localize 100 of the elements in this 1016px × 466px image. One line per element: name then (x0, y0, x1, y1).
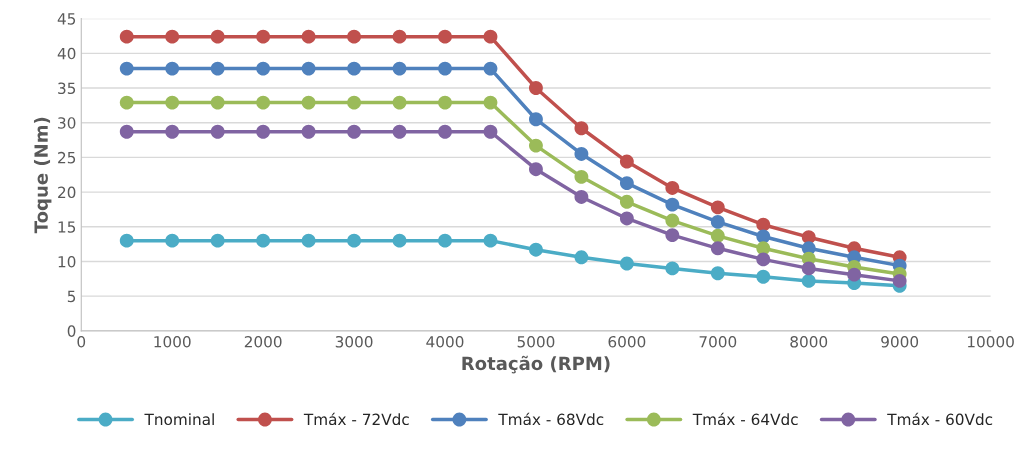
point (392, 61, 407, 76)
point (665, 213, 680, 228)
point (165, 61, 180, 76)
x-tick-label: 0 (77, 335, 86, 348)
point (847, 267, 862, 282)
point (210, 95, 225, 110)
point (256, 233, 271, 248)
point (438, 29, 452, 44)
point (438, 233, 452, 248)
point (301, 61, 316, 76)
point (301, 233, 316, 248)
point (301, 95, 316, 110)
y-tick-label: 5 (67, 290, 76, 303)
point (210, 61, 225, 76)
point (529, 242, 543, 257)
point (529, 81, 543, 95)
y-tick-label: 45 (57, 13, 76, 25)
y-tick-label: 40 (57, 47, 76, 60)
point (665, 180, 680, 195)
point (119, 95, 134, 110)
point (574, 250, 589, 265)
point (756, 252, 771, 267)
point (392, 233, 407, 248)
legend-label: Tmáx - 68Vdc (498, 412, 604, 426)
point (529, 138, 543, 153)
y-tick-label: 10 (58, 255, 76, 268)
point (347, 233, 362, 248)
point (665, 197, 680, 212)
point (665, 228, 680, 243)
point (710, 266, 725, 281)
point (119, 61, 134, 76)
point (619, 211, 634, 226)
y-tick-label: 35 (58, 82, 76, 95)
x-axis-title: Rotação (RPM) (462, 355, 610, 374)
point (256, 61, 271, 76)
x-tick-label: 7000 (699, 335, 737, 348)
point (256, 29, 271, 44)
point (256, 95, 271, 110)
point (801, 261, 816, 276)
x-tick-label: 4000 (426, 335, 464, 348)
y-tick-label: 20 (58, 186, 76, 199)
point (483, 61, 498, 76)
point (392, 95, 407, 110)
point (210, 233, 225, 248)
point (483, 124, 498, 139)
point (483, 233, 498, 248)
point (210, 29, 225, 44)
point (347, 29, 362, 44)
point (619, 194, 634, 209)
point (574, 121, 589, 136)
point (619, 154, 634, 169)
point (619, 176, 634, 191)
point (119, 29, 134, 44)
x-tick-label: 3000 (335, 335, 373, 348)
point (483, 29, 498, 44)
point (710, 241, 725, 256)
x-tick-label: 8000 (790, 335, 828, 348)
point (529, 162, 543, 177)
legend-label: Tmáx - 64Vdc (692, 412, 798, 426)
y-tick-label: 30 (58, 117, 76, 129)
point (256, 124, 271, 139)
point (210, 124, 225, 139)
point (892, 273, 907, 288)
point (801, 273, 816, 288)
point (119, 233, 134, 248)
point (574, 169, 589, 184)
point (301, 124, 316, 139)
point (119, 124, 134, 139)
x-tick-label: 2000 (244, 335, 282, 348)
point (756, 229, 771, 244)
y-tick-label: 25 (58, 151, 76, 164)
legend-label: Tmáx - 72Vdc (303, 412, 409, 426)
x-tick-label: 9000 (881, 335, 919, 348)
point (438, 61, 452, 76)
point (756, 217, 771, 232)
point (165, 233, 180, 248)
y-tick-label: 15 (58, 221, 76, 233)
point (483, 95, 498, 110)
point (756, 269, 771, 284)
x-tick-label: 6000 (608, 335, 646, 348)
point (619, 256, 634, 271)
point (574, 190, 589, 204)
x-tick-label: 1000 (154, 335, 191, 348)
legend-label: Tmáx - 60Vdc (887, 412, 993, 426)
point (347, 124, 362, 139)
x-tick-label: 10000 (967, 335, 1014, 348)
legend-label: Tnominal (144, 413, 214, 426)
point (392, 124, 407, 139)
point (392, 29, 407, 44)
x-tick-label: 5000 (517, 335, 555, 348)
point (665, 261, 680, 276)
point (710, 214, 725, 229)
point (710, 228, 725, 243)
point (165, 29, 180, 44)
point (529, 112, 543, 127)
y-tick-label: 0 (67, 325, 76, 337)
point (574, 146, 589, 161)
point (347, 95, 362, 110)
y-axis-title: Toque (Nm) (33, 117, 52, 234)
point (165, 95, 180, 110)
